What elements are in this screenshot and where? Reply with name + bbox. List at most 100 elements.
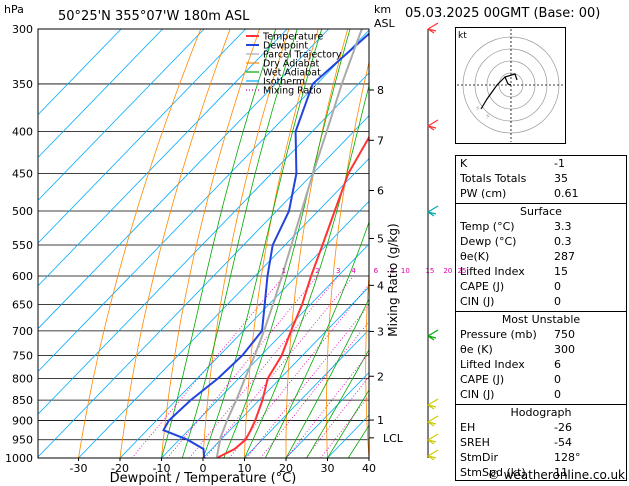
- skewt-grid: [38, 29, 369, 458]
- wind-barb-6: [427, 433, 439, 445]
- dry-adiabat--20: [119, 29, 231, 458]
- surface-value: 0.3: [554, 235, 572, 248]
- pressure-tick-550: 550: [12, 239, 33, 252]
- mixing-ratio-label-1: 1: [282, 267, 286, 275]
- lcl-label: LCL: [383, 432, 404, 445]
- wind-barb-2: [427, 205, 439, 217]
- index-row: PW (cm) 0.61: [456, 186, 626, 201]
- mixing-ratio-label-4: 4: [351, 267, 356, 275]
- surface-value: 0: [554, 295, 561, 308]
- mixing-ratio-3: [189, 275, 339, 458]
- wet-adiabat-10: [244, 83, 369, 458]
- most-unstable-row: CAPE (J) 0: [456, 372, 626, 387]
- hodograph-index-row: EH -26: [456, 420, 626, 435]
- profile-temperature: [216, 135, 369, 458]
- wind-barb-7: [427, 449, 439, 461]
- pressure-tick-950: 950: [12, 434, 33, 447]
- pressure-tick-800: 800: [12, 372, 33, 385]
- km-tick-5: 5: [377, 232, 384, 245]
- surface-label: Temp (°C): [460, 220, 515, 233]
- mixing-ratio-label-10: 10: [401, 267, 410, 275]
- surface-label: θe(K): [460, 250, 490, 263]
- isotherm-10: [244, 329, 369, 458]
- surface-row: CAPE (J) 0: [456, 279, 626, 294]
- most-unstable-value: 750: [554, 328, 575, 341]
- legend-label-6: Mixing Ratio: [263, 86, 322, 97]
- km-tick-2: 2: [377, 370, 384, 383]
- axes: 1 2 3 4 6 8 10 15 20 2530035040045050055060065070…: [5, 23, 466, 475]
- pressure-tick-700: 700: [12, 325, 33, 338]
- temp-tick--30: -30: [70, 462, 88, 475]
- surface-label: CAPE (J): [460, 280, 505, 293]
- mixing-ratio-label-15: 15: [425, 267, 434, 275]
- hodograph-trace-lower: [480, 76, 506, 110]
- surface-value: 287: [554, 250, 575, 263]
- surface-title: Surface: [520, 205, 562, 218]
- isotherm-0: [202, 286, 369, 458]
- dry-adiabat-0: [202, 29, 290, 458]
- isotherm--100: [38, 29, 205, 201]
- indices-table: K -1 Totals Totals 35 PW (cm) 0.61 Surface Te…: [455, 155, 627, 481]
- wind-barb-4: [427, 398, 439, 410]
- pressure-tick-450: 450: [12, 167, 33, 180]
- most-unstable-value: 6: [554, 358, 561, 371]
- datetime-label: 05.03.2025 00GMT (Base: 00): [405, 6, 601, 21]
- hodograph-frame: [455, 27, 566, 144]
- isotherm--110: [38, 29, 163, 159]
- wet-adiabat-0: [202, 29, 323, 458]
- mixing-ratio-label-25: 25: [458, 267, 467, 275]
- surface-value: 3.3: [554, 220, 572, 233]
- hodograph-index-label: StmSpd (kt): [460, 466, 526, 479]
- km-tick-6: 6: [377, 184, 384, 197]
- hodograph-index-value: -54: [554, 436, 572, 449]
- index-value: -1: [554, 157, 565, 170]
- most-unstable-label: Lifted Index: [460, 358, 525, 371]
- mixing-ratio-axis-label: Mixing Ratio (g/kg): [386, 223, 400, 336]
- surface-label: Lifted Index: [460, 265, 525, 278]
- most-unstable-value: 0: [554, 388, 561, 401]
- most-unstable-label: CAPE (J): [460, 373, 505, 386]
- isotherm--10: [161, 243, 369, 458]
- temp-tick-30: 30: [321, 462, 335, 475]
- surface-row: θe(K) 287: [456, 249, 626, 264]
- surface-value: 15: [554, 265, 568, 278]
- mixing-ratio-8: [246, 304, 369, 458]
- index-row: Totals Totals 35: [456, 171, 626, 186]
- most-unstable-row: Lifted Index 6: [456, 357, 626, 372]
- hodograph-index-value: 11: [554, 466, 568, 479]
- temp-tick--20: -20: [111, 462, 129, 475]
- surface-value: 0: [554, 280, 561, 293]
- surface-label: CIN (J): [460, 295, 495, 308]
- isotherm--80: [38, 29, 288, 287]
- most-unstable-row: Pressure (mb) 750: [456, 327, 626, 342]
- mixing-ratio-2: [167, 275, 318, 458]
- index-label: PW (cm): [460, 187, 507, 200]
- pressure-tick-350: 350: [12, 78, 33, 91]
- hodograph-index-value: 128°: [554, 451, 581, 464]
- index-row: K -1: [456, 156, 626, 171]
- mixing-ratio-label-2: 2: [315, 267, 319, 275]
- x-axis-label: Dewpoint / Temperature (°C): [110, 471, 297, 486]
- dry-adiabat-40: [365, 268, 369, 458]
- km-tick-8: 8: [377, 84, 384, 97]
- mixing-ratio-label-3: 3: [336, 267, 340, 275]
- km-label: km: [374, 3, 391, 16]
- legend-label-0: Temperature: [262, 32, 323, 43]
- most-unstable-label: Pressure (mb): [460, 328, 537, 341]
- profile-dewpoint: [162, 32, 369, 458]
- hodograph-index-row: SREH -54: [456, 435, 626, 450]
- isotherm--70: [38, 29, 329, 330]
- pressure-tick-900: 900: [12, 414, 33, 427]
- isotherm--50: [38, 72, 369, 415]
- legend-label-1: Dewpoint: [263, 41, 308, 52]
- wind-barb-3: [427, 329, 439, 341]
- wet-adiabat-15: [264, 220, 369, 458]
- temp-tick-20: 20: [279, 462, 293, 475]
- surface-label: Dewp (°C): [460, 235, 517, 248]
- isotherm-20: [285, 371, 369, 458]
- pressure-tick-400: 400: [12, 126, 33, 139]
- pressure-tick-500: 500: [12, 205, 33, 218]
- most-unstable-title: Most Unstable: [501, 313, 581, 326]
- km-tick-3: 3: [377, 325, 384, 338]
